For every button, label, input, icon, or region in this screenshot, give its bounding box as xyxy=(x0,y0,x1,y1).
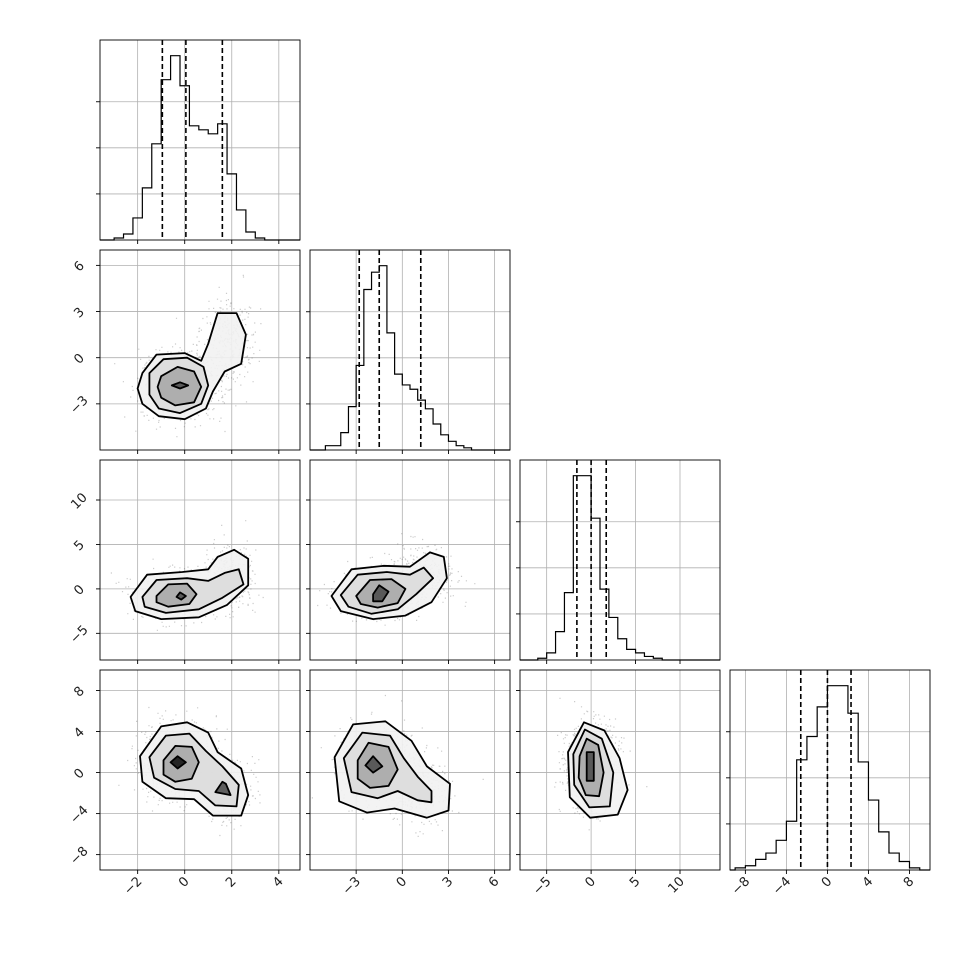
panel-2-0-density xyxy=(110,520,264,631)
panel-1-0-density xyxy=(114,274,262,438)
panel-3-0-xtick-label-2: 2 xyxy=(223,874,239,890)
panel-2-0: −5 0 5 10 xyxy=(67,459,301,664)
hist-0-step xyxy=(100,55,300,241)
panel-3-0-xtick-label-3: 4 xyxy=(270,874,286,890)
panel-3-1-density xyxy=(311,694,484,837)
panel-3-0-ytick-label-0: −8 xyxy=(67,844,91,868)
panel-2-1-contour-2 xyxy=(339,566,434,615)
hist-3-xtick-label-3: 4 xyxy=(860,874,876,890)
hist-3-xtick-label-0: −8 xyxy=(729,874,753,898)
panel-3-0-contour-4 xyxy=(139,721,250,817)
panel-3-0-ytick-label-3: 4 xyxy=(71,725,87,741)
panel-3-0: −2 0 2 4 −8 −4 0 4 8 xyxy=(67,669,301,898)
panel-3-1-contour-1 xyxy=(356,741,399,789)
panel-3-0-frame xyxy=(99,669,301,871)
hist-3-xtick-label-1: −4 xyxy=(770,874,794,898)
panel-3-2-xtick-label-2: 5 xyxy=(627,874,643,890)
panel-1-0-ytick-label-1: 0 xyxy=(71,351,87,367)
panel-3-0-density xyxy=(118,706,261,837)
panel-3-2-contour-3 xyxy=(567,721,629,819)
panel-3-2-xtick-label-1: 0 xyxy=(582,874,598,890)
panel-1-0-contour-1 xyxy=(156,366,203,407)
panel-3-0-contour-1 xyxy=(214,780,232,796)
panel-3-0-contour-2 xyxy=(162,745,200,783)
hist-3-panel: −8 −4 0 4 8 xyxy=(726,669,931,898)
panel-1-0-contour-2 xyxy=(148,356,210,414)
panel-1-0-ytick-label-0: −3 xyxy=(67,393,91,417)
panel-2-1-contour-1 xyxy=(355,578,407,609)
panel-2-0-ytick-label-3: 10 xyxy=(68,490,90,512)
panel-2-1-density xyxy=(317,533,476,626)
panel-1-0: −3 0 3 6 xyxy=(67,249,301,454)
panel-2-1-frame xyxy=(309,459,511,661)
panel-2-0-frame xyxy=(99,459,301,661)
panel-2-0-contour-0 xyxy=(175,591,187,601)
panels-layer: −8 −4 0 4 8 −3 0 3 6 −5 0 5 10 −2 0 2 4 −8 −4 0 4 8 −3 0 3 6 −5 0 5 1… xyxy=(67,39,931,898)
panel-3-0-xtick-label-1: 0 xyxy=(176,874,192,890)
hist-0-frame xyxy=(99,39,301,241)
panel-2-0-contour-3 xyxy=(129,548,250,620)
panel-3-1-xtick-label-1: 0 xyxy=(394,874,410,890)
panel-3-2-contour-0 xyxy=(585,751,595,782)
panel-1-0-contour-0 xyxy=(170,381,190,390)
panel-2-0-contour-1 xyxy=(155,582,198,608)
panel-3-1-frame xyxy=(309,669,511,871)
panel-3-2: −5 0 5 10 xyxy=(516,669,721,898)
panel-3-1-contour-2 xyxy=(342,731,433,804)
panel-2-0-contour-2 xyxy=(141,568,245,614)
panel-1-0-frame xyxy=(99,249,301,451)
panel-3-1-contour-3 xyxy=(333,720,451,819)
panel-3-2-xtick-label-3: 10 xyxy=(666,874,688,896)
panel-3-0-contour-3 xyxy=(148,732,240,808)
hist-2-frame xyxy=(519,459,721,661)
panel-3-0-contour-0 xyxy=(169,755,187,770)
panel-1-0-contour-3 xyxy=(136,312,247,421)
hist-3-xtick-label-4: 8 xyxy=(901,874,917,890)
panel-3-1-xtick-label-3: 6 xyxy=(486,874,502,890)
panel-3-0-ytick-label-1: −4 xyxy=(67,803,91,827)
panel-3-2-fill-3 xyxy=(586,752,594,781)
panel-3-2-contour-2 xyxy=(572,728,615,809)
panel-2-1-contour-3 xyxy=(330,551,448,620)
panel-2-1 xyxy=(306,459,511,664)
hist-1-step xyxy=(310,265,510,451)
panel-3-1-contour-0 xyxy=(364,755,384,774)
hist-2-panel xyxy=(516,459,721,664)
panel-3-0-ytick-label-2: 0 xyxy=(71,766,87,782)
panel-3-0-fill-3 xyxy=(215,781,231,796)
panel-1-0-ytick-label-3: 6 xyxy=(71,259,87,275)
hist-2-step xyxy=(520,475,720,661)
panel-3-2-xtick-label-0: −5 xyxy=(530,874,554,898)
hist-1-frame xyxy=(309,249,511,451)
panel-3-1-xtick-label-2: 3 xyxy=(440,874,456,890)
panel-3-0-ytick-label-4: 8 xyxy=(71,684,87,700)
hist-0-panel xyxy=(96,39,301,244)
panel-2-1-contour-0 xyxy=(372,584,390,603)
panel-3-2-contour-1 xyxy=(577,737,605,798)
panel-3-2-frame xyxy=(519,669,721,871)
hist-3-xtick-label-2: 0 xyxy=(819,874,835,890)
panel-2-0-ytick-label-0: −5 xyxy=(67,623,91,647)
panel-2-0-fill-2 xyxy=(156,583,197,607)
panel-2-0-ytick-label-2: 5 xyxy=(71,538,87,554)
hist-3-frame xyxy=(729,669,931,871)
panel-3-1-xtick-label-0: −3 xyxy=(340,874,364,898)
panel-2-0-ytick-label-1: 0 xyxy=(71,582,87,598)
panel-1-0-fill-3 xyxy=(171,382,189,389)
panel-3-2-density xyxy=(554,697,648,831)
hist-1-panel xyxy=(306,249,511,454)
panel-3-0-xtick-label-0: −2 xyxy=(121,874,145,898)
panel-1-0-ytick-label-2: 3 xyxy=(71,305,87,321)
panel-3-1: −3 0 3 6 xyxy=(306,669,511,898)
